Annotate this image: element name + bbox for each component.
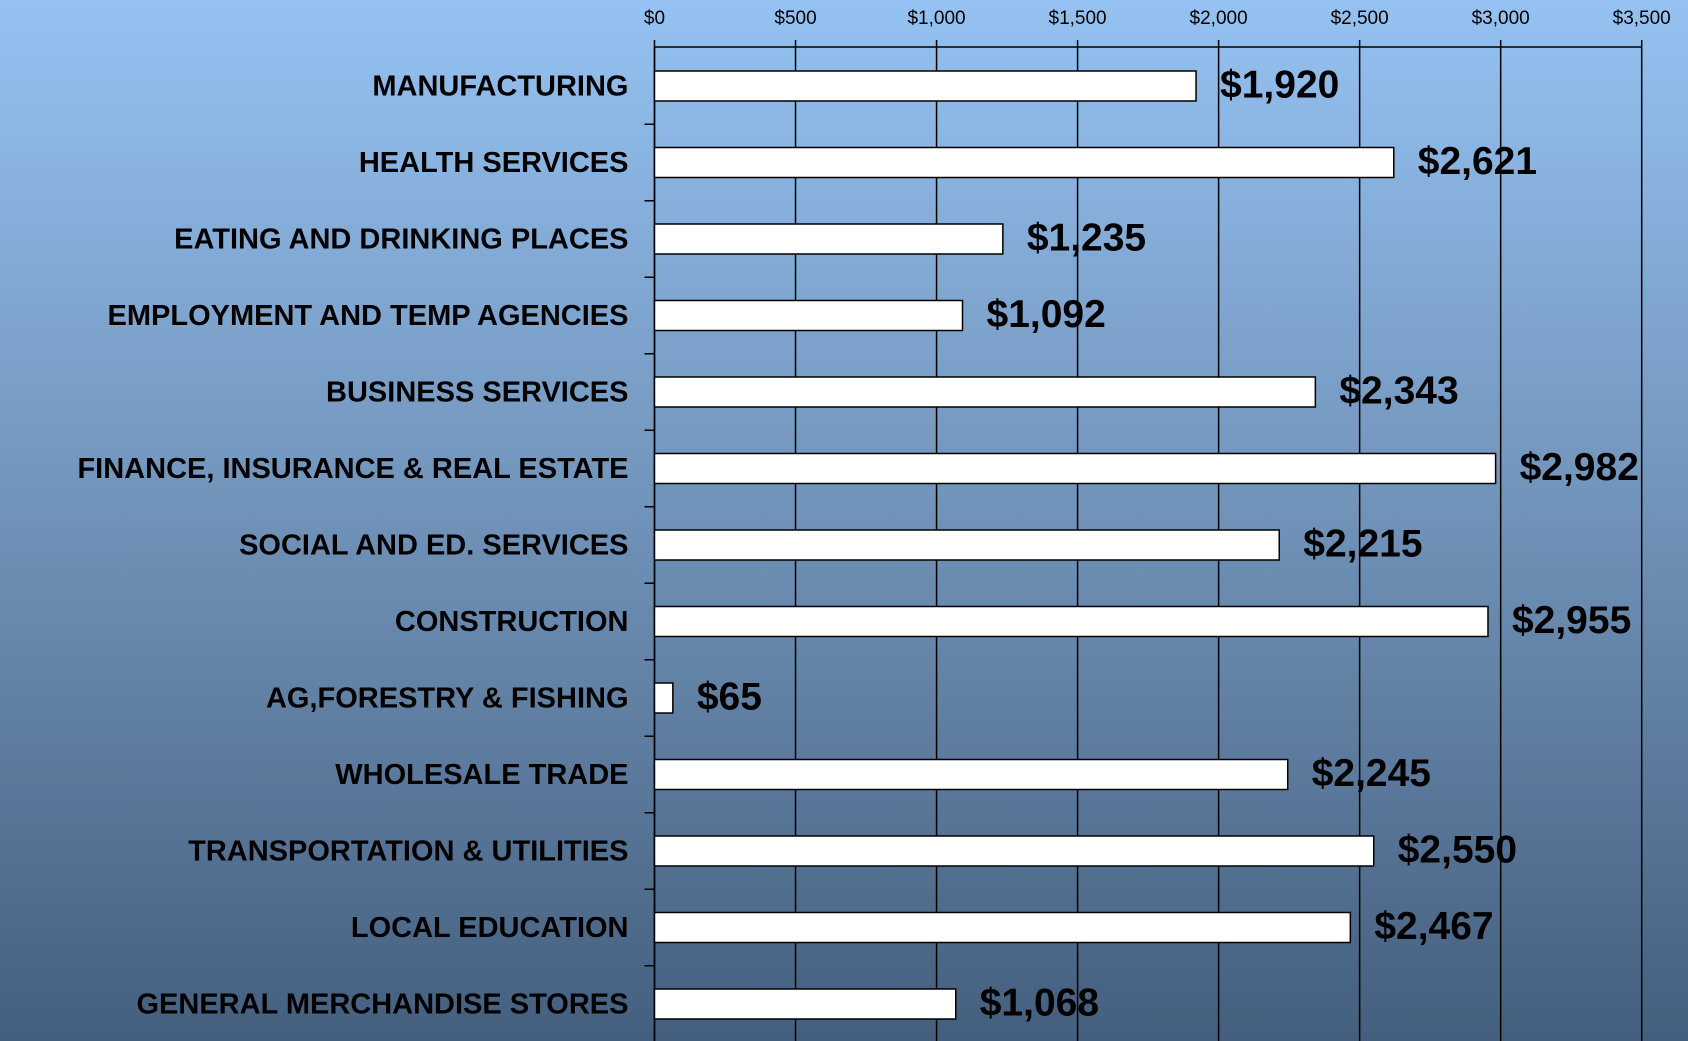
bar xyxy=(653,605,1489,638)
x-tick-label: $1,500 xyxy=(1049,8,1107,29)
y-tick-label: EATING AND DRINKING PLACES xyxy=(174,224,628,256)
x-tick-label: $1,000 xyxy=(907,8,965,29)
value-label: $65 xyxy=(697,675,762,718)
bar xyxy=(653,299,964,332)
y-tick-label: AG,FORESTRY & FISHING xyxy=(266,683,629,715)
y-tick-label: WHOLESALE TRADE xyxy=(335,759,628,791)
y-tick-label: MANUFACTURING xyxy=(372,71,628,103)
x-tick-label: $0 xyxy=(644,8,665,29)
bar xyxy=(653,911,1352,944)
x-tick-label: $3,000 xyxy=(1472,8,1530,29)
bar xyxy=(653,835,1375,867)
y-tick-label: TRANSPORTATION & UTILITIES xyxy=(188,836,628,868)
bar xyxy=(653,70,1197,102)
value-label: $2,982 xyxy=(1520,446,1639,489)
value-label: $1,920 xyxy=(1220,63,1339,106)
value-label: $2,245 xyxy=(1312,752,1431,795)
y-tick-label: EMPLOYMENT AND TEMP AGENCIES xyxy=(108,300,629,332)
value-label: $2,550 xyxy=(1398,828,1517,871)
bar xyxy=(653,758,1289,791)
value-label: $2,955 xyxy=(1512,599,1631,642)
y-tick-label: BUSINESS SERVICES xyxy=(326,377,628,409)
bar xyxy=(653,682,674,714)
bar xyxy=(653,223,1004,255)
bar xyxy=(653,529,1281,561)
value-label: $2,215 xyxy=(1303,522,1422,565)
x-tick-label: $500 xyxy=(774,8,816,29)
y-tick-label: HEALTH SERVICES xyxy=(359,147,629,179)
x-tick-label: $2,500 xyxy=(1331,8,1389,29)
y-tick-label: LOCAL EDUCATION xyxy=(351,912,629,944)
x-tick-label: $2,000 xyxy=(1190,8,1248,29)
y-tick-label: GENERAL MERCHANDISE STORES xyxy=(137,989,629,1021)
value-label: $1,235 xyxy=(1027,216,1146,259)
bar xyxy=(653,988,957,1020)
bar xyxy=(653,146,1395,179)
value-label: $1,068 xyxy=(980,981,1099,1024)
value-label: $2,467 xyxy=(1374,905,1493,948)
y-tick-label: SOCIAL AND ED. SERVICES xyxy=(239,530,628,562)
y-tick-label: CONSTRUCTION xyxy=(395,606,629,638)
value-label: $2,621 xyxy=(1418,140,1537,183)
y-tick-label: FINANCE, INSURANCE & REAL ESTATE xyxy=(77,453,628,485)
value-label: $2,343 xyxy=(1339,369,1458,412)
x-tick-label: $3,500 xyxy=(1613,8,1671,29)
bar xyxy=(653,376,1317,408)
bar xyxy=(653,452,1497,485)
value-label: $1,092 xyxy=(987,293,1106,336)
